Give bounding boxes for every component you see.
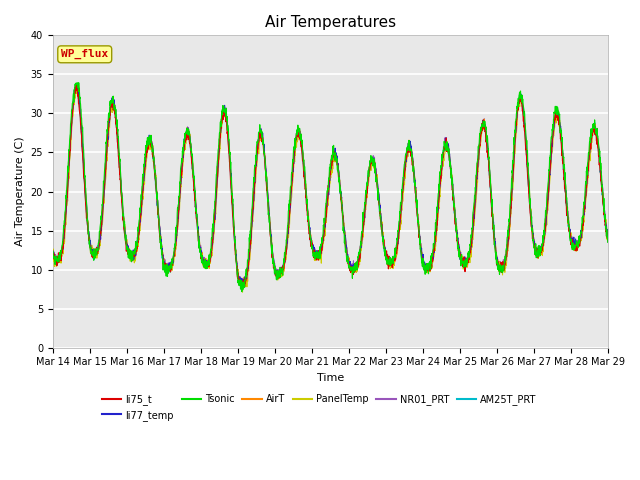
- Text: WP_flux: WP_flux: [61, 49, 108, 60]
- X-axis label: Time: Time: [317, 373, 344, 383]
- Y-axis label: Air Temperature (C): Air Temperature (C): [15, 137, 25, 246]
- Legend: li75_t, li77_temp, Tsonic, AirT, PanelTemp, NR01_PRT, AM25T_PRT: li75_t, li77_temp, Tsonic, AirT, PanelTe…: [98, 390, 541, 424]
- Title: Air Temperatures: Air Temperatures: [265, 15, 396, 30]
